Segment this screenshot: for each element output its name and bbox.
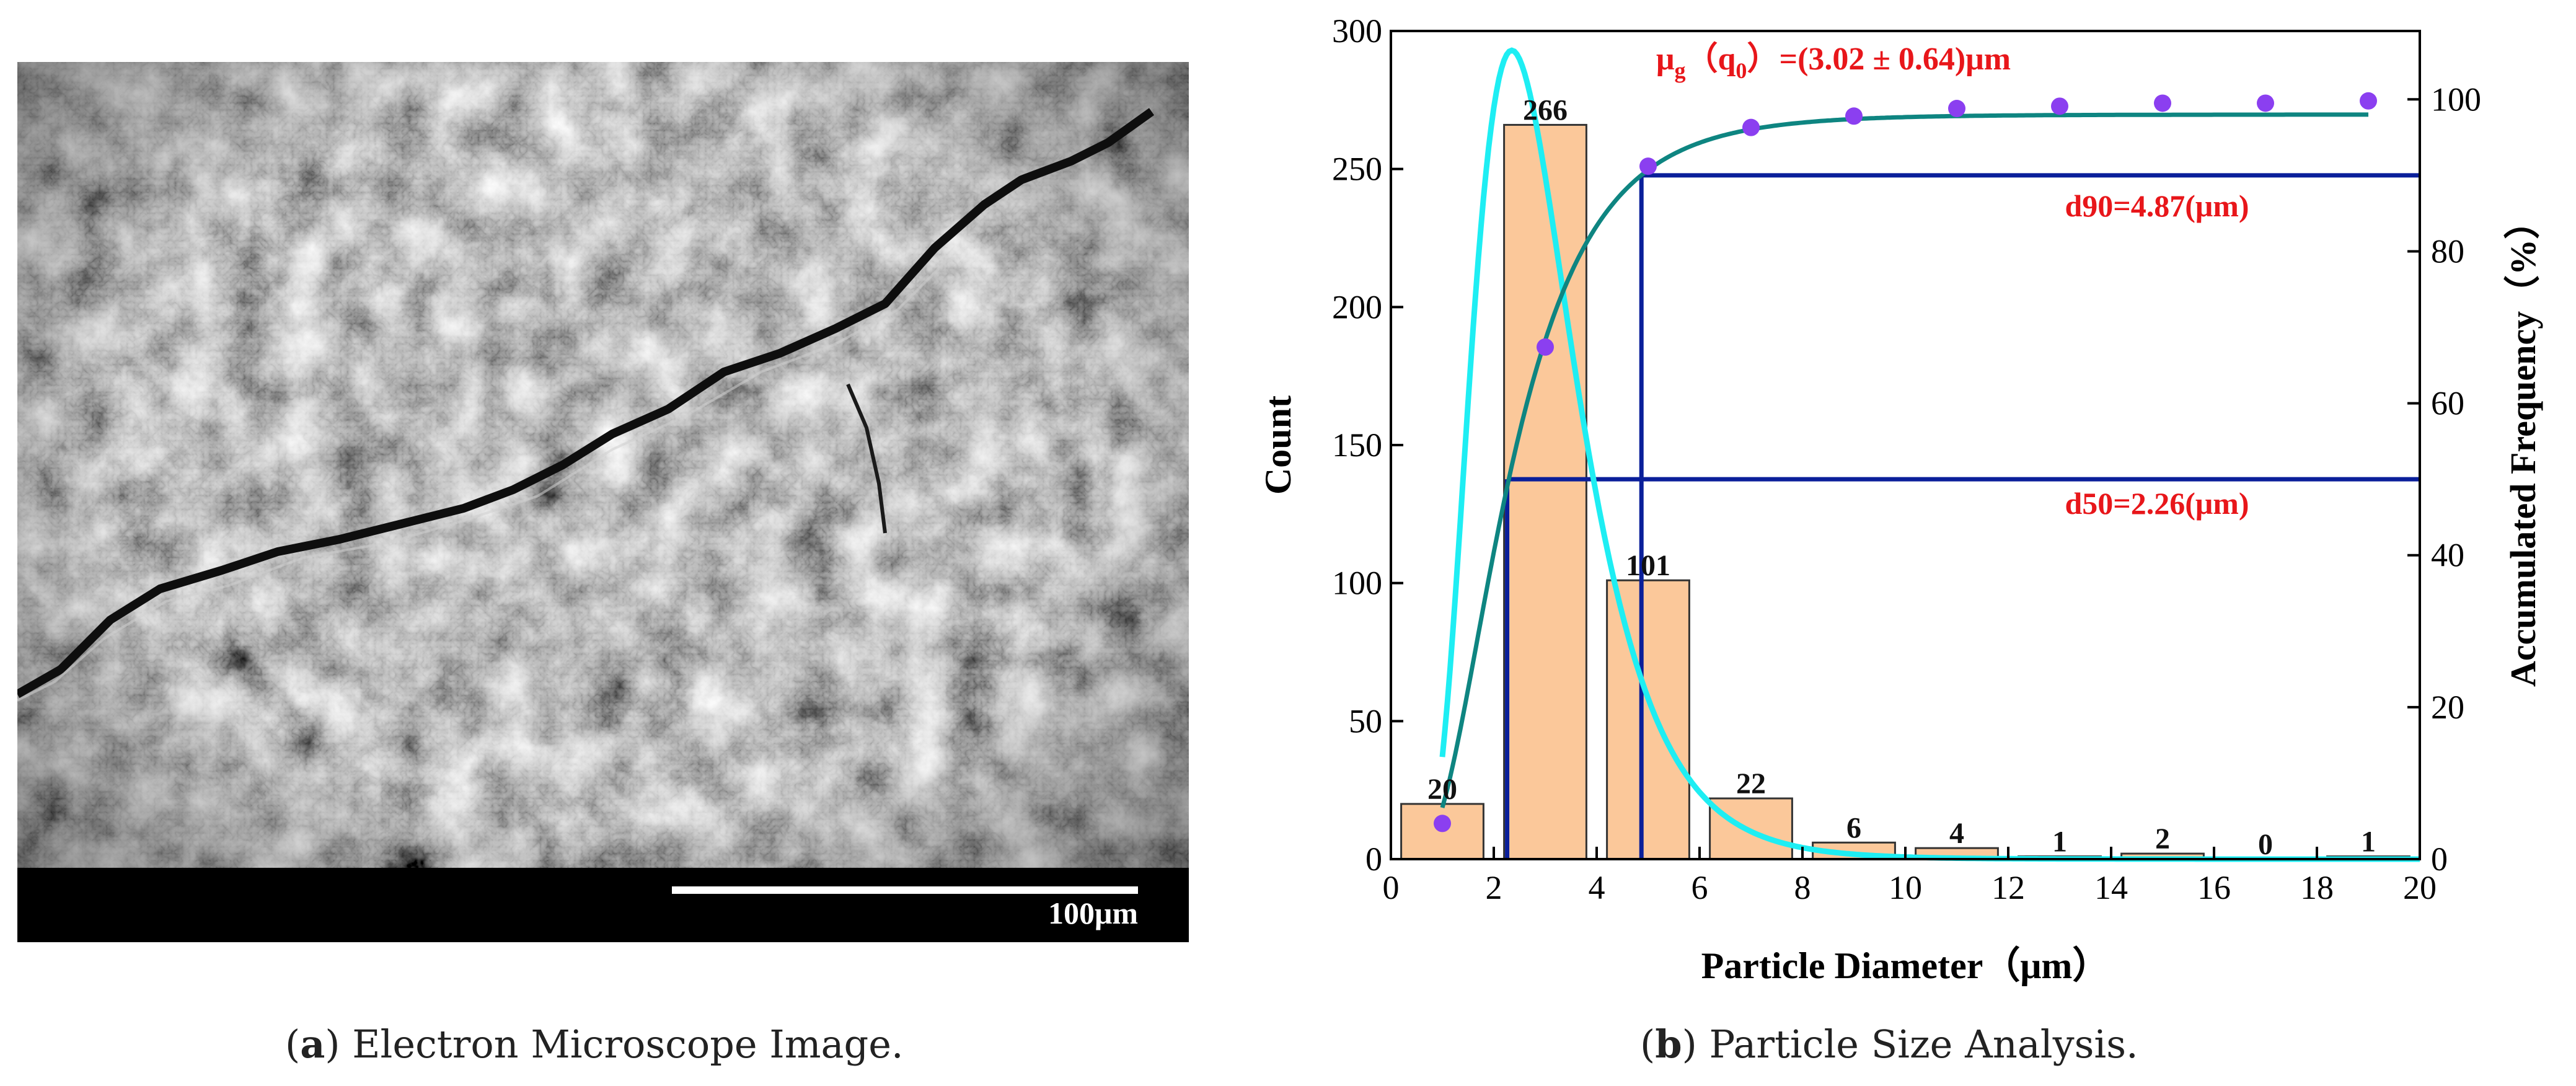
axes-group: 0 2 4 6 8 10 12 14 16 18 2005010015020025030002040… — [1258, 12, 2543, 986]
x-tick-label: 6 — [1692, 869, 1708, 906]
y-right-tick-label: 40 — [2431, 537, 2464, 574]
x-tick-label: 10 — [1889, 869, 1922, 906]
cumulative-point — [1845, 107, 1863, 125]
x-tick-label: 0 — [1383, 869, 1400, 906]
cumulative-point — [2257, 94, 2274, 112]
cumulative-point — [2360, 92, 2377, 110]
scale-bar-strip: 100μm — [17, 868, 1189, 942]
y-tick-label: 250 — [1332, 151, 1382, 188]
y-tick-label: 50 — [1349, 702, 1382, 739]
cumulative-point — [1948, 100, 1965, 118]
bar-value-label: 4 — [1949, 817, 1964, 850]
percentile-annotation: d90=4.87(μm) — [2065, 188, 2249, 223]
bar-value-label: 0 — [2258, 828, 2273, 861]
lognormal-fit-curve — [1439, 47, 2420, 862]
y-right-tick-label: 80 — [2431, 232, 2464, 270]
caption-a: (a) Electron Microscope Image. — [285, 1022, 904, 1067]
bar-value-label: 2 — [2155, 823, 2170, 855]
histogram-bar — [1606, 579, 1690, 860]
bar-value-label: 6 — [1846, 811, 1861, 844]
y-right-axis-title: Accumulated Frequency（%） — [2503, 203, 2543, 687]
curves-group — [1439, 47, 2420, 862]
y-right-tick-label: 0 — [2431, 841, 2448, 878]
bar-value-label: 266 — [1523, 94, 1568, 126]
x-tick-label: 16 — [2197, 869, 2231, 906]
x-tick-label: 8 — [1794, 869, 1811, 906]
caption-a-text: Electron Microscope Image. — [352, 1022, 904, 1067]
y-right-tick-label: 100 — [2431, 81, 2481, 118]
annotations-group: d50=2.26(μm) d90=4.87(μm) μg（q0）=(3.02 ± 0… — [1656, 41, 2249, 521]
x-tick-label: 18 — [2300, 869, 2334, 906]
x-tick-label: 14 — [2094, 869, 2128, 906]
y-axis-title: Count — [1258, 395, 1299, 495]
x-axis-title: Particle Diameter（μm） — [1701, 945, 2110, 986]
sem-crack — [17, 108, 1155, 699]
bar-value-label: 22 — [1736, 767, 1766, 800]
cumulative-point — [2051, 97, 2068, 115]
bar-value-label: 1 — [2361, 826, 2376, 859]
caption-b-text: Particle Size Analysis. — [1709, 1022, 2138, 1067]
bar-value-label: 20 — [1427, 773, 1457, 806]
y-right-tick-label: 20 — [2431, 689, 2464, 726]
cumulative-point — [1537, 338, 1554, 356]
scale-bar — [672, 886, 1138, 894]
sem-image: 100μm — [17, 62, 1189, 942]
sem-texture — [17, 62, 1189, 942]
caption-b: (b) Particle Size Analysis. — [1640, 1022, 2138, 1067]
y-tick-label: 100 — [1332, 565, 1382, 602]
cumulative-points-group — [1434, 92, 2377, 832]
cumulative-point — [2154, 94, 2171, 112]
x-tick-label: 20 — [2403, 869, 2437, 906]
scale-bar-label: 100μm — [1048, 896, 1138, 930]
bar-value-label: 101 — [1626, 549, 1670, 582]
cumulative-point — [1434, 814, 1451, 832]
bar-value-label: 1 — [2052, 826, 2067, 859]
y-tick-label: 150 — [1332, 426, 1382, 464]
histogram-bar — [1503, 123, 1587, 860]
caption-b-letter: b — [1655, 1022, 1682, 1067]
y-tick-label: 300 — [1332, 12, 1382, 50]
percentile-lines-group — [1505, 173, 2420, 859]
percentile-annotation: d50=2.26(μm) — [2065, 486, 2249, 521]
y-right-tick-label: 60 — [2431, 385, 2464, 422]
caption-a-letter: a — [300, 1022, 325, 1067]
y-tick-label: 200 — [1332, 288, 1382, 325]
cumulative-point — [1639, 157, 1657, 175]
x-tick-label: 4 — [1589, 869, 1605, 906]
x-tick-label: 2 — [1486, 869, 1502, 906]
cumulative-fit-curve — [1440, 112, 2368, 808]
y-tick-label: 0 — [1365, 841, 1382, 878]
mean-annotation: μg（q0）=(3.02 ± 0.64)μm — [1656, 41, 2011, 83]
cumulative-point — [1742, 118, 1760, 136]
x-tick-label: 12 — [1992, 869, 2025, 906]
